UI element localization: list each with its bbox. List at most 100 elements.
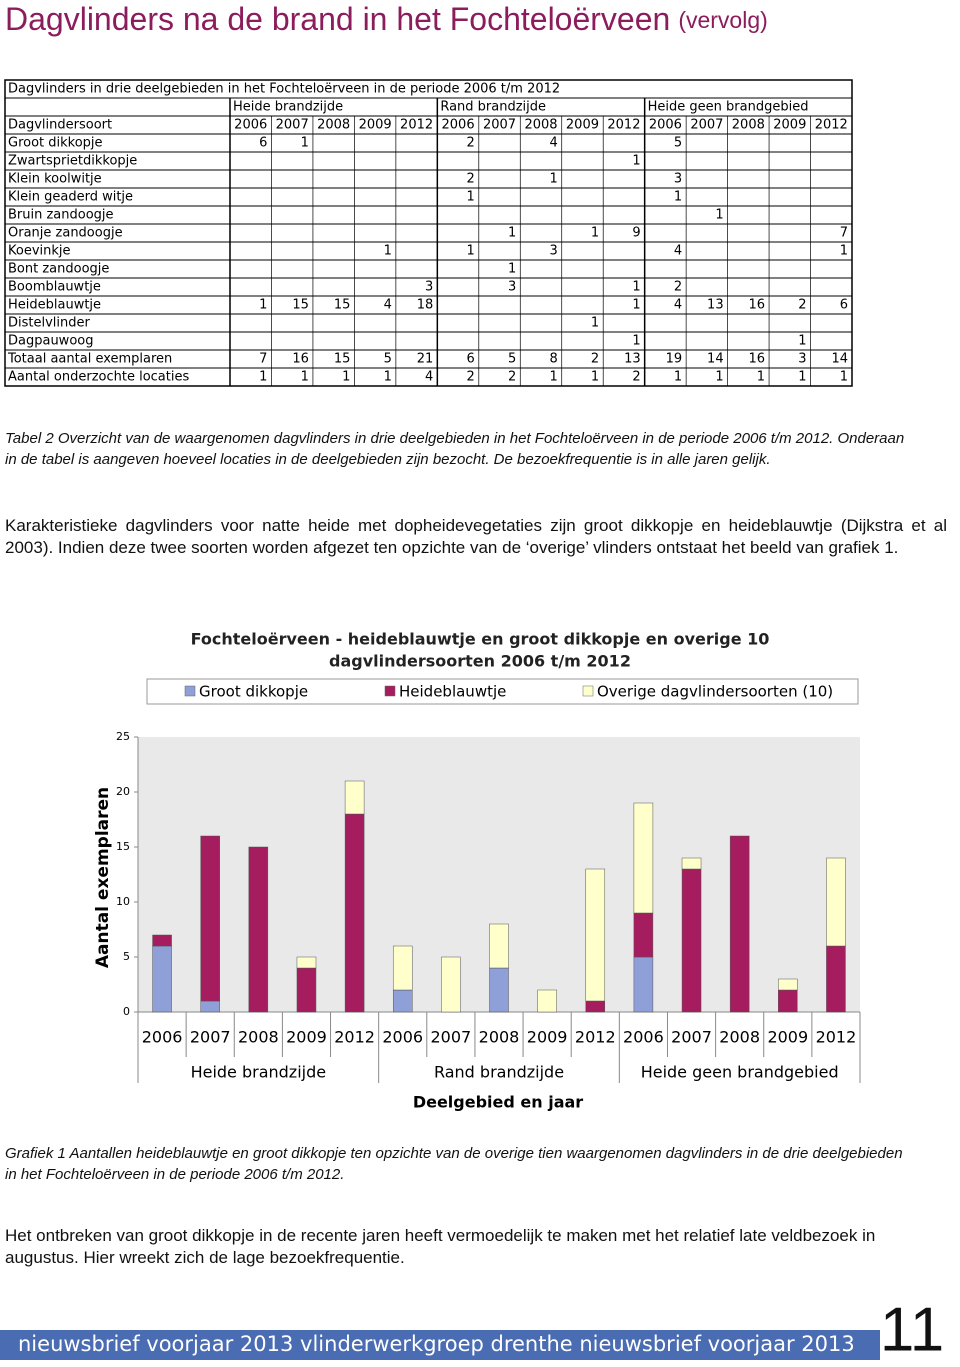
table-cell: 1 [632,154,640,169]
table-row-label: Totaal aantal exemplaren [7,352,172,367]
bar-segment [778,989,798,1013]
table-cell: 2 [467,370,475,385]
table-cell: 6 [259,136,267,151]
x-tick-label: 2012 [816,1028,857,1047]
table-cell: 5 [674,136,682,151]
x-tick-label: 2008 [479,1028,520,1047]
table-group-header: Heide brandzijde [233,100,343,115]
table-cell: 1 [549,172,557,187]
legend-label: Heideblauwtje [399,683,506,701]
table-column-header: Dagvlindersoort [8,118,112,133]
table-column-header: 2006 [234,118,267,133]
x-tick-label: 2012 [334,1028,375,1047]
bar-segment [441,956,461,1013]
paragraph: Het ontbreken van groot dikkopje in de r… [5,1226,876,1267]
table-cell: 15 [292,298,309,313]
group-label: Heide geen brandgebied [641,1063,839,1082]
table-cell: 1 [342,370,350,385]
page-number: 11 [880,1295,944,1364]
group-label: Heide brandzijde [191,1063,327,1082]
bar-segment [585,868,606,1002]
table-cell: 1 [508,226,516,241]
bar-segment [152,934,172,947]
table-cell: 3 [549,244,557,259]
bar-segment [152,945,172,1013]
y-tick-label: 25 [116,730,130,743]
x-tick-label: 2009 [286,1028,327,1047]
table-cell: 8 [549,352,557,367]
footer-text: nieuwsbrief voorjaar 2013 vlinderwerkgro… [18,1332,855,1356]
table-cell: 18 [417,298,434,313]
table-caption: Tabel 2 Overzicht van de waargenomen dag… [5,430,905,468]
table-column-header: 2007 [276,118,309,133]
table-cell: 4 [425,370,433,385]
table-cell: 19 [666,352,683,367]
table-column-header: 2008 [524,118,557,133]
table-cell: 2 [467,172,475,187]
table-cell: 1 [591,316,599,331]
table-cell: 1 [715,208,723,223]
table-cell: 1 [840,244,848,259]
table-cell: 1 [508,262,516,277]
table-cell: 1 [301,136,309,151]
table-column-header: 2009 [566,118,599,133]
table-cell: 5 [384,352,392,367]
table-cell: 16 [749,352,766,367]
table-cell: 1 [715,370,723,385]
table-cell: 3 [508,280,516,295]
table-cell: 7 [259,352,267,367]
table-cell: 6 [467,352,475,367]
y-tick-label: 10 [116,895,130,908]
table-column-header: 2008 [317,118,350,133]
table-cell: 4 [674,244,682,259]
bar-segment [200,835,220,1002]
table-cell: 2 [467,136,475,151]
x-tick-label: 2008 [719,1028,760,1047]
table-cell: 9 [632,226,640,241]
bar-segment [729,835,750,1013]
table-column-header: 2006 [649,118,682,133]
table-row-label: Klein koolwitje [8,172,102,187]
table-cell: 1 [798,370,806,385]
bar-segment [489,967,509,1013]
x-tick-label: 2007 [671,1028,712,1047]
table-cell: 1 [384,244,392,259]
table-cell: 2 [798,298,806,313]
table-cell: 1 [467,190,475,205]
bar-segment [392,945,413,991]
bar-segment [296,956,317,969]
table-cell: 1 [301,370,309,385]
table-frame [4,79,853,387]
table-cell: 15 [334,352,351,367]
bar-segment [296,967,317,1013]
table-column-header: 2012 [400,118,433,133]
table-cell: 7 [840,226,848,241]
table-cell: 13 [707,298,724,313]
x-tick-label: 2012 [575,1028,616,1047]
legend-label: Groot dikkopje [199,683,308,701]
table-cell: 2 [508,370,516,385]
y-axis-label: Aantal exemplaren [93,787,113,968]
footer-bar [0,1330,880,1360]
table-column-header: 2009 [773,118,806,133]
table-cell: 16 [292,352,309,367]
bar-segment [826,945,846,1013]
table-column-header: 2012 [815,118,848,133]
legend-swatch [384,685,396,697]
table-row-label: Distelvlinder [8,316,91,331]
bar-segment [633,802,654,914]
table-cell: 4 [384,298,392,313]
bar-segment [681,857,702,870]
group-label: Rand brandzijde [434,1063,564,1082]
table-cell: 1 [591,370,599,385]
table-cell: 1 [632,280,640,295]
table-cell: 2 [591,352,599,367]
x-tick-label: 2006 [623,1028,664,1047]
table-row-label: Boomblauwtje [8,280,101,295]
y-tick-label: 15 [116,840,130,853]
table-row-label: Aantal onderzochte locaties [8,370,189,385]
bar-segment [537,989,557,1013]
table-column-header: 2012 [607,118,640,133]
table-cell: 1 [674,190,682,205]
